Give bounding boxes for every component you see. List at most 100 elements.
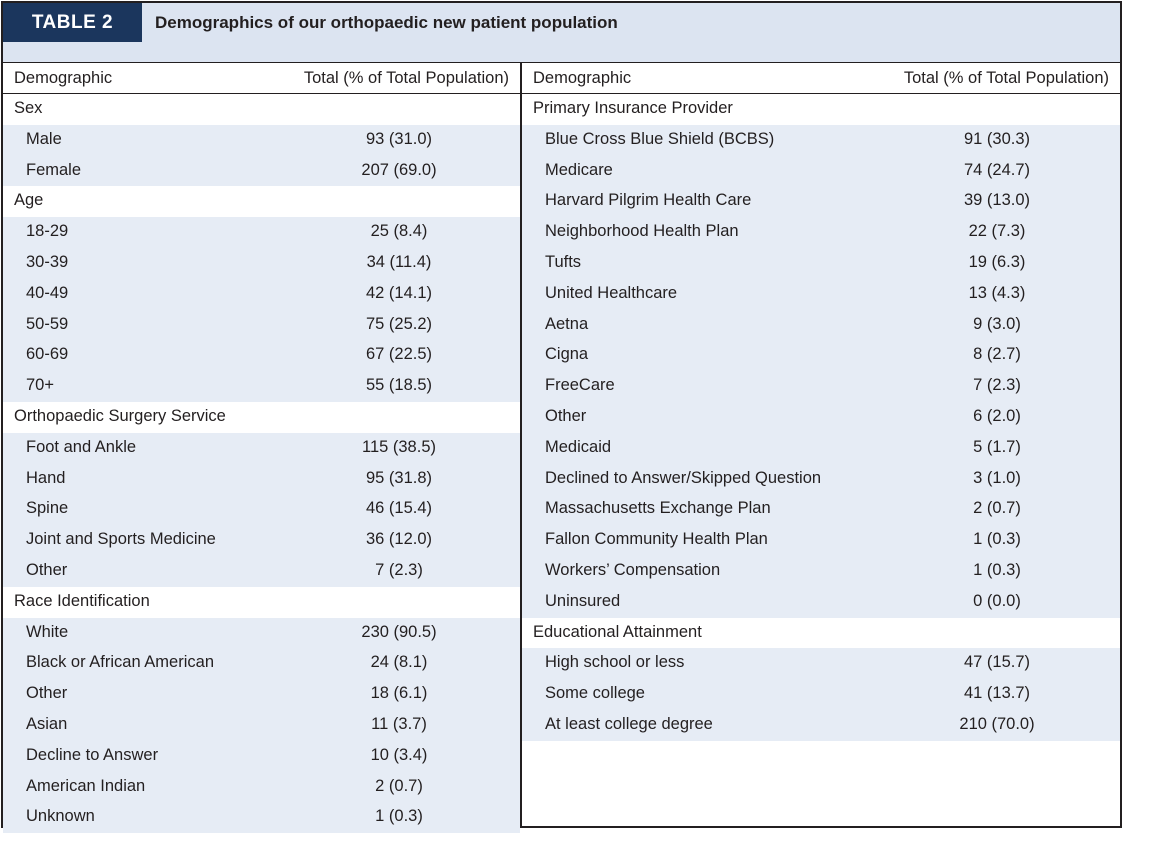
- table-row: Other 18 (6.1): [3, 679, 520, 710]
- row-label: Male: [26, 129, 62, 148]
- table-row: Other 7 (2.3): [3, 555, 520, 587]
- row-value: 2 (0.7): [375, 776, 423, 795]
- table-row: Some college 41 (13.7): [522, 679, 1120, 710]
- table-header-band: TABLE 2 Demographics of our orthopaedic …: [3, 3, 1120, 63]
- table-row: At least college degree 210 (70.0): [522, 709, 1120, 741]
- table-row: Declined to Answer/Skipped Question 3 (1.…: [522, 463, 1120, 495]
- table-row: Blue Cross Blue Shield (BCBS) 91 (30.3): [522, 124, 1120, 156]
- row-label: Foot and Ankle: [26, 437, 137, 456]
- left-column-header: Demographic Total (% of Total Population…: [3, 63, 520, 94]
- row-label: United Healthcare: [545, 283, 678, 302]
- table-row: Asian 11 (3.7): [3, 709, 520, 741]
- row-value: 93 (31.0): [365, 129, 433, 148]
- row-value: 6 (2.0): [973, 406, 1021, 425]
- left-column-body: Sex Male 93 (31.0) Female 207 (69.0) Age 18-29…: [3, 94, 520, 834]
- row-label: FreeCare: [545, 376, 615, 395]
- table-frame: TABLE 2 Demographics of our orthopaedic …: [1, 1, 1122, 834]
- table-row: American Indian 2 (0.7): [3, 771, 520, 803]
- row-label: Harvard Pilgrim Health Care: [545, 191, 752, 210]
- row-label: Workers’ Compensation: [545, 560, 721, 579]
- row-value: 11 (3.7): [371, 714, 427, 733]
- right-column-header: Demographic Total (% of Total Population…: [522, 63, 1120, 94]
- table-row: Medicaid 5 (1.7): [522, 432, 1120, 464]
- row-value: 46 (15.4): [365, 499, 433, 518]
- table-row: Neighborhood Health Plan 22 (7.3): [522, 217, 1120, 248]
- row-value: 9 (3.0): [973, 314, 1021, 333]
- row-value: 0 (0.0): [973, 591, 1021, 610]
- table-row: Black or African American 24 (8.1): [3, 648, 520, 680]
- table-row: Male 93 (31.0): [3, 124, 520, 156]
- table-row: Uninsured 0 (0.0): [522, 586, 1120, 618]
- header-demographic: Demographic: [533, 69, 632, 87]
- row-value: 55 (18.5): [365, 376, 433, 395]
- header-total: Total (% of Total Population): [303, 69, 509, 87]
- row-label: Medicare: [545, 160, 613, 179]
- row-value: 95 (31.8): [365, 468, 433, 487]
- row-label: 40-49: [26, 283, 69, 302]
- table-row: Medicare 74 (24.7): [522, 155, 1120, 187]
- row-label: Aetna: [545, 314, 589, 333]
- row-value: 7 (2.3): [973, 376, 1021, 395]
- table-row: Cigna 8 (2.7): [522, 340, 1120, 372]
- table-group-row: Age: [3, 186, 520, 217]
- row-label: Neighborhood Health Plan: [545, 222, 739, 241]
- table-title: Demographics of our orthopaedic new pati…: [155, 13, 618, 32]
- row-value: 34 (11.4): [366, 252, 432, 271]
- table-row: 40-49 42 (14.1): [3, 278, 520, 310]
- row-label: High school or less: [545, 653, 685, 672]
- table-row: Massachusetts Exchange Plan 2 (0.7): [522, 494, 1120, 526]
- table-row: FreeCare 7 (2.3): [522, 371, 1120, 402]
- row-value: 1 (0.3): [973, 530, 1021, 549]
- row-label: Spine: [26, 499, 69, 518]
- row-label: Blue Cross Blue Shield (BCBS): [545, 129, 775, 148]
- row-label: White: [26, 622, 69, 641]
- table-group-row: Orthopaedic Surgery Service: [3, 402, 520, 433]
- group-label: Orthopaedic Surgery Service: [14, 406, 226, 425]
- table-row: Unknown 1 (0.3): [3, 802, 520, 834]
- row-value: 67 (22.5): [365, 345, 433, 364]
- row-label: Uninsured: [545, 591, 621, 610]
- row-value: 230 (90.5): [361, 622, 437, 641]
- row-label: 18-29: [26, 222, 69, 241]
- table-row: United Healthcare 13 (4.3): [522, 278, 1120, 310]
- row-value: 25 (8.4): [370, 222, 428, 241]
- table-group-row: Sex: [3, 94, 520, 125]
- table-group-row: Primary Insurance Provider: [522, 94, 1120, 125]
- row-value: 13 (4.3): [968, 283, 1026, 302]
- row-value: 3 (1.0): [973, 468, 1021, 487]
- row-label: Hand: [26, 468, 66, 487]
- row-value: 18 (6.1): [370, 684, 428, 703]
- row-label: At least college degree: [545, 714, 713, 733]
- table-row: Other 6 (2.0): [522, 401, 1120, 433]
- row-label: Fallon Community Health Plan: [545, 530, 768, 549]
- row-label: Female: [26, 160, 82, 179]
- table-row: 70+ 55 (18.5): [3, 371, 520, 402]
- table-group-row: Educational Attainment: [522, 618, 1120, 649]
- table-label: TABLE 2: [3, 3, 142, 42]
- table-row: Spine 46 (15.4): [3, 494, 520, 526]
- table-row: Aetna 9 (3.0): [522, 309, 1120, 341]
- row-value: 2 (0.7): [973, 499, 1021, 518]
- row-value: 1 (0.3): [973, 560, 1021, 579]
- table-row: Tufts 19 (6.3): [522, 247, 1120, 279]
- row-label: Some college: [545, 684, 645, 703]
- table-group-row: Race Identification: [3, 587, 520, 618]
- right-column: Demographic Total (% of Total Population…: [522, 63, 1120, 826]
- row-value: 7 (2.3): [375, 560, 423, 579]
- table-row: Joint and Sports Medicine 36 (12.0): [3, 525, 520, 556]
- row-value: 19 (6.3): [968, 252, 1026, 271]
- row-label: 60-69: [26, 345, 69, 364]
- row-label: Cigna: [545, 345, 589, 364]
- row-value: 39 (13.0): [963, 191, 1031, 210]
- row-label: Black or African American: [26, 653, 214, 672]
- group-label: Educational Attainment: [533, 622, 702, 641]
- row-value: 36 (12.0): [365, 530, 433, 549]
- table-row: Female 207 (69.0): [3, 155, 520, 187]
- row-value: 47 (15.7): [963, 653, 1031, 672]
- row-value: 10 (3.4): [370, 745, 428, 764]
- header-demographic: Demographic: [14, 69, 113, 87]
- group-label: Race Identification: [14, 591, 150, 610]
- row-value: 8 (2.7): [973, 345, 1021, 364]
- left-column: Demographic Total (% of Total Population…: [3, 63, 522, 834]
- table-row: Foot and Ankle 115 (38.5): [3, 432, 520, 464]
